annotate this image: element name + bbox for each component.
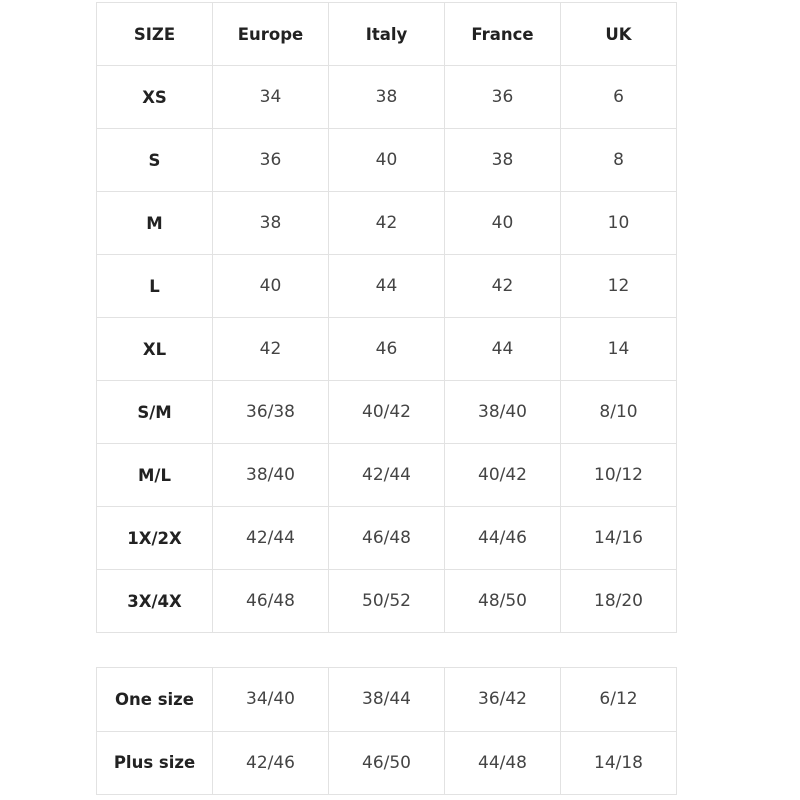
size-value-cell: 38 [212, 191, 329, 255]
size-value-cell: 38/44 [328, 667, 445, 732]
table-row: M/L 38/40 42/44 40/42 10/12 [96, 443, 677, 507]
table-row: Plus size 42/46 46/50 44/48 14/18 [96, 730, 677, 795]
size-value-cell: 44 [444, 317, 561, 381]
size-label-cell: M/L [96, 443, 213, 507]
size-value-cell: 34/40 [212, 667, 329, 732]
column-header: UK [560, 2, 677, 66]
size-value-cell: 38 [444, 128, 561, 192]
size-value-cell: 42 [444, 254, 561, 318]
size-value-cell: 14/18 [560, 730, 677, 795]
size-value-cell: 6/12 [560, 667, 677, 732]
column-header: Italy [328, 2, 445, 66]
size-value-cell: 6 [560, 65, 677, 129]
size-value-cell: 36 [212, 128, 329, 192]
size-label-cell: S [96, 128, 213, 192]
size-value-cell: 44 [328, 254, 445, 318]
size-value-cell: 46/48 [328, 506, 445, 570]
table-row: 3X/4X 46/48 50/52 48/50 18/20 [96, 569, 677, 633]
size-value-cell: 40/42 [444, 443, 561, 507]
size-label-cell: Plus size [96, 730, 213, 795]
size-value-cell: 14 [560, 317, 677, 381]
size-value-cell: 40 [212, 254, 329, 318]
size-value-cell: 8/10 [560, 380, 677, 444]
size-label-cell: 1X/2X [96, 506, 213, 570]
size-value-cell: 10/12 [560, 443, 677, 507]
table-row: S/M 36/38 40/42 38/40 8/10 [96, 380, 677, 444]
size-value-cell: 36/38 [212, 380, 329, 444]
size-value-cell: 42/44 [212, 506, 329, 570]
table-row: 1X/2X 42/44 46/48 44/46 14/16 [96, 506, 677, 570]
table-row: M 38 42 40 10 [96, 191, 677, 255]
size-conversion-table: SIZE Europe Italy France UK XS 34 38 36 6 S 36 40 38… [96, 2, 677, 633]
size-value-cell: 40 [444, 191, 561, 255]
size-label-cell: 3X/4X [96, 569, 213, 633]
size-label-cell: S/M [96, 380, 213, 444]
size-label-cell: XS [96, 65, 213, 129]
column-header: SIZE [96, 2, 213, 66]
size-value-cell: 42 [328, 191, 445, 255]
table-row: XS 34 38 36 6 [96, 65, 677, 129]
special-sizes-table: One size 34/40 38/44 36/42 6/12 Plus size 42/4… [96, 667, 677, 795]
size-value-cell: 46 [328, 317, 445, 381]
size-value-cell: 44/48 [444, 730, 561, 795]
size-value-cell: 14/16 [560, 506, 677, 570]
size-value-cell: 18/20 [560, 569, 677, 633]
size-value-cell: 44/46 [444, 506, 561, 570]
size-value-cell: 38/40 [212, 443, 329, 507]
table-row: XL 42 46 44 14 [96, 317, 677, 381]
size-value-cell: 46/50 [328, 730, 445, 795]
size-label-cell: One size [96, 667, 213, 732]
size-value-cell: 10 [560, 191, 677, 255]
size-value-cell: 42 [212, 317, 329, 381]
size-value-cell: 36/42 [444, 667, 561, 732]
size-label-cell: M [96, 191, 213, 255]
size-value-cell: 42/46 [212, 730, 329, 795]
size-value-cell: 40 [328, 128, 445, 192]
table-row: L 40 44 42 12 [96, 254, 677, 318]
size-value-cell: 36 [444, 65, 561, 129]
size-value-cell: 38 [328, 65, 445, 129]
size-label-cell: XL [96, 317, 213, 381]
size-value-cell: 46/48 [212, 569, 329, 633]
header-row: SIZE Europe Italy France UK [96, 2, 677, 66]
size-value-cell: 42/44 [328, 443, 445, 507]
size-value-cell: 34 [212, 65, 329, 129]
size-value-cell: 40/42 [328, 380, 445, 444]
size-value-cell: 38/40 [444, 380, 561, 444]
size-value-cell: 48/50 [444, 569, 561, 633]
size-value-cell: 12 [560, 254, 677, 318]
table-row: S 36 40 38 8 [96, 128, 677, 192]
table-row: One size 34/40 38/44 36/42 6/12 [96, 667, 677, 732]
size-value-cell: 50/52 [328, 569, 445, 633]
column-header: France [444, 2, 561, 66]
size-label-cell: L [96, 254, 213, 318]
size-value-cell: 8 [560, 128, 677, 192]
column-header: Europe [212, 2, 329, 66]
